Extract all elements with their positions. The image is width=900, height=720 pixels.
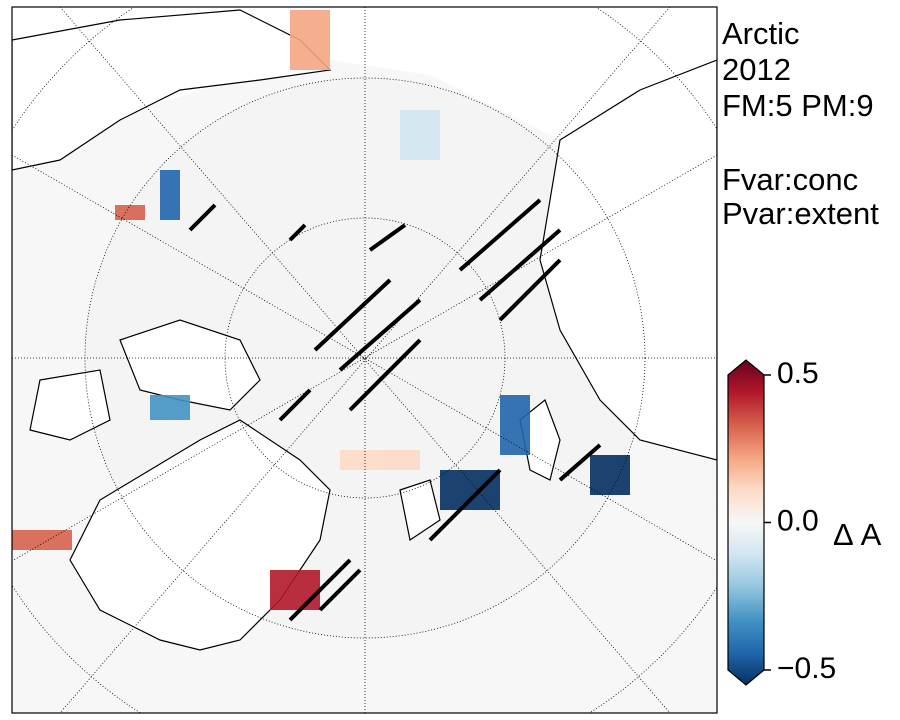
pvar: Pvar:extent [722, 196, 879, 231]
months: FM:5 PM:9 [722, 88, 874, 123]
colorbar-tick-label: 0.5 [777, 357, 819, 390]
colorbar-label: Δ A [833, 517, 882, 552]
colorbar [727, 359, 771, 686]
map-frame [11, 6, 718, 714]
year: 2012 [722, 52, 791, 87]
fvar: Fvar:conc [722, 162, 858, 197]
map [12, 7, 717, 713]
colorbar-tick-label: 0.0 [777, 504, 819, 537]
colorbar-tick-label: −0.5 [777, 652, 836, 685]
region: Arctic [722, 16, 800, 51]
